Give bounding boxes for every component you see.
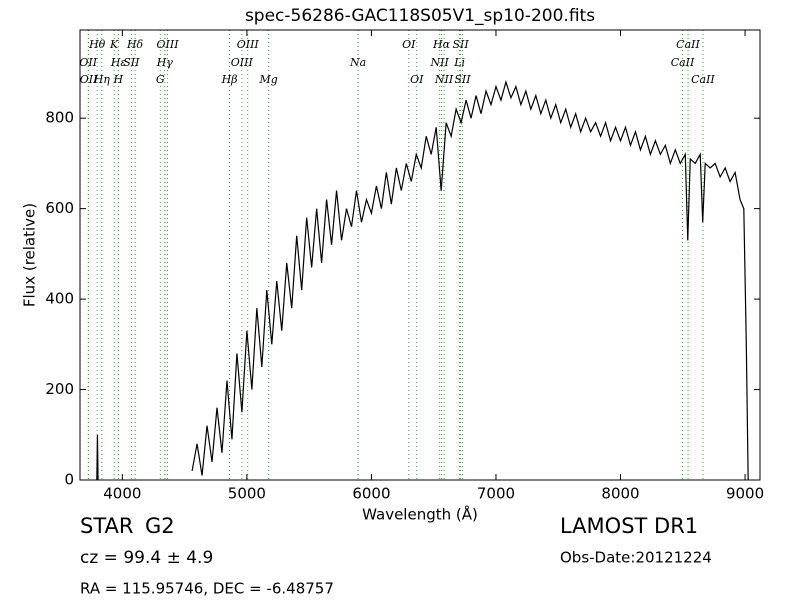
y-tick-label: 200 <box>45 380 74 398</box>
coords: RA = 115.95746, DEC = -6.48757 <box>80 580 334 598</box>
spectral-line-label: NII <box>434 73 454 86</box>
spectral-line-label: OIII <box>157 38 180 51</box>
y-tick-label: 0 <box>64 471 74 489</box>
redshift: cz = 99.4 ± 4.9 <box>80 548 213 568</box>
spectral-line-label: Hγ <box>156 56 174 69</box>
x-tick-label: 7000 <box>477 485 515 503</box>
spectral-line-label: G <box>156 73 165 86</box>
plot-frame <box>79 29 761 481</box>
spectral-line-label: Na <box>349 56 366 69</box>
spectral-line-label: Hδ <box>126 38 144 51</box>
x-tick-label: 9000 <box>726 485 764 503</box>
spectral-line-label: Hβ <box>221 73 238 86</box>
spectral-line-label: NII <box>430 56 450 69</box>
spectral-line-label: OII <box>80 73 98 86</box>
spectral-line-label: OI <box>402 38 416 51</box>
obs-date: Obs-Date:20121224 <box>560 549 712 567</box>
spectral-line-label: SII <box>452 38 469 51</box>
x-axis-label: Wavelength (Å) <box>362 505 478 524</box>
spectral-line-label: Hα <box>432 38 451 51</box>
y-tick-label: 600 <box>45 199 74 217</box>
x-tick-label: 4000 <box>103 485 141 503</box>
x-tick-label: 5000 <box>228 485 266 503</box>
y-axis-label: Flux (relative) <box>21 203 39 307</box>
subclass: G2 <box>145 514 175 538</box>
spectral-line-label: OIII <box>237 38 260 51</box>
spectral-line-label: CaII <box>671 56 695 69</box>
spectral-line-label: Li <box>453 56 465 69</box>
spectral-line-label: SII <box>454 73 471 86</box>
spectral-line-label: K <box>109 38 119 51</box>
x-tick-label: 6000 <box>352 485 390 503</box>
y-tick-label: 400 <box>45 290 74 308</box>
spectral-line-label: SII <box>123 56 140 69</box>
survey: LAMOST DR1 <box>560 514 698 538</box>
spectral-line-label: OI <box>410 73 424 86</box>
spectral-line-label: Hθ <box>88 38 106 51</box>
spectral-line-label: OIII <box>231 56 254 69</box>
spectral-line-label: CaII <box>676 38 700 51</box>
spectrum-line <box>96 79 749 480</box>
spectral-line-label: Mg <box>259 73 278 86</box>
spectral-line-label: CaII <box>691 73 715 86</box>
y-tick-label: 800 <box>45 109 74 127</box>
chart-title: spec-56286-GAC118S05V1_sp10-200.fits <box>245 6 595 26</box>
object-class: STAR <box>80 514 133 538</box>
spectral-line-label: H <box>113 73 124 86</box>
spectral-line-label: Hη <box>93 73 111 86</box>
x-tick-label: 8000 <box>601 485 639 503</box>
